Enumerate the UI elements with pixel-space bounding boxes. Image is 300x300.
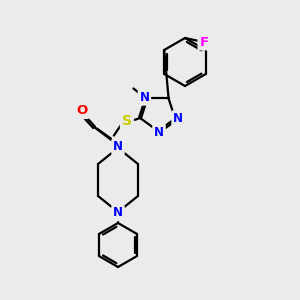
Text: O: O bbox=[76, 104, 88, 117]
Text: S: S bbox=[122, 114, 132, 128]
Text: N: N bbox=[140, 91, 149, 104]
Text: N: N bbox=[113, 206, 123, 220]
Text: N: N bbox=[173, 112, 183, 125]
Text: N: N bbox=[113, 140, 123, 154]
Text: F: F bbox=[200, 35, 208, 49]
Text: N: N bbox=[154, 125, 164, 139]
